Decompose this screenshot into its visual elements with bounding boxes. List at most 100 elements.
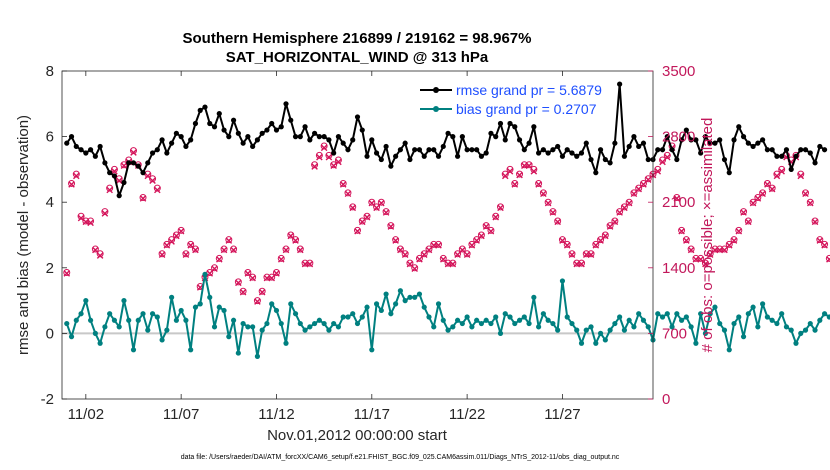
obs-assimilated-point — [235, 279, 242, 287]
rmse-point — [683, 127, 689, 133]
rmse-point — [169, 140, 175, 146]
bias-point — [97, 340, 103, 346]
bias-point — [397, 288, 403, 294]
bias-point — [121, 298, 127, 304]
bias-point — [550, 320, 556, 327]
obs-assimilated-point — [220, 246, 228, 254]
obs-possible-point — [234, 278, 242, 286]
bias-point — [645, 324, 651, 330]
rmse-point — [640, 140, 647, 146]
obs-possible-point — [620, 203, 628, 211]
obs-assimilated-point — [273, 270, 280, 277]
obs-assimilated-point — [540, 190, 547, 198]
rmse-point — [126, 160, 132, 166]
bias-point — [497, 330, 504, 336]
obs-assimilated-point — [101, 210, 109, 217]
obs-assimilated-point — [640, 181, 647, 188]
bias-point — [283, 340, 289, 346]
obs-possible-point — [754, 194, 762, 202]
bias-point — [178, 307, 184, 314]
rmse-point — [412, 147, 418, 153]
bias-point — [207, 294, 213, 300]
obs-assimilated-point — [378, 199, 385, 207]
y-tick-label: 4 — [46, 194, 54, 211]
obs-assimilated-point — [358, 218, 366, 226]
rmse-point — [602, 156, 608, 163]
obs-possible-point — [77, 212, 85, 220]
rmse-point — [569, 150, 575, 156]
rmse-point — [383, 143, 389, 150]
rmse-point — [87, 147, 94, 153]
obs-possible-point — [725, 240, 733, 248]
obs-assimilated-point — [320, 144, 328, 152]
obs-assimilated-point — [192, 246, 199, 254]
bias-point — [183, 317, 189, 323]
obs-possible-point — [153, 184, 161, 192]
bias-point — [135, 317, 141, 323]
obs-assimilated-point — [816, 237, 824, 244]
bias-point — [393, 301, 399, 307]
obs-assimilated-point — [425, 246, 433, 254]
rmse-point — [812, 160, 818, 166]
bias-point — [683, 314, 689, 320]
rmse-point — [288, 117, 294, 123]
obs-possible-point — [454, 250, 462, 258]
obs-assimilated-point — [92, 246, 99, 254]
obs-assimilated-point — [301, 260, 309, 268]
bias-point — [435, 301, 442, 307]
x-tick-label: 11/22 — [449, 406, 485, 423]
bias-point — [502, 311, 508, 317]
obs-possible-point — [821, 240, 829, 248]
obs-assimilated-point — [68, 181, 75, 188]
obs-possible-point — [625, 198, 633, 206]
y-tick-label: -2 — [41, 391, 54, 408]
rmse-point — [740, 134, 747, 140]
plot-area — [61, 70, 830, 400]
rmse-point — [636, 143, 642, 150]
bias-point — [145, 327, 151, 333]
obs-assimilated-point — [225, 237, 233, 244]
rmse-point — [702, 134, 709, 140]
obs-assimilated-point — [239, 288, 247, 296]
obs-assimilated-point — [173, 232, 180, 240]
bias-point — [364, 304, 370, 310]
y-right-tick-label: 1400 — [662, 260, 695, 277]
rmse-point — [245, 134, 251, 140]
bias-point — [707, 311, 713, 317]
rmse-point — [521, 147, 527, 153]
bias-point — [73, 317, 79, 323]
x-tick-label: 11/17 — [354, 406, 390, 423]
rmse-point — [140, 170, 146, 176]
obs-possible-point — [802, 189, 810, 197]
obs-assimilated-point — [311, 163, 318, 170]
bias-point — [169, 294, 175, 300]
bias-point — [760, 301, 766, 307]
bias-point — [779, 311, 785, 317]
obs-possible-point — [415, 254, 423, 262]
obs-assimilated-point — [249, 274, 256, 282]
bias-point — [802, 327, 809, 333]
obs-possible-point — [568, 250, 576, 258]
bias-point — [107, 311, 113, 317]
obs-possible-point — [673, 194, 681, 202]
obs-assimilated-point — [306, 260, 314, 268]
bias-point — [702, 330, 709, 336]
obs-possible-point — [701, 259, 709, 267]
rmse-line — [65, 83, 826, 197]
obs-possible-point — [106, 184, 114, 192]
rmse-point — [760, 137, 766, 143]
bias-point — [159, 337, 165, 343]
rmse-point — [102, 160, 108, 166]
obs-assimilated-point — [764, 181, 771, 188]
y-tick-label: 8 — [46, 63, 54, 80]
rmse-point — [507, 120, 513, 127]
rmse-point — [631, 134, 637, 140]
obs-assimilated-point — [563, 242, 571, 249]
bias-point — [536, 324, 542, 330]
rmse-point — [416, 147, 423, 153]
obs-possible-point — [730, 236, 738, 244]
bias-point — [78, 311, 84, 317]
obs-assimilated-point — [230, 246, 237, 254]
obs-assimilated-point — [516, 171, 523, 179]
obs-possible-point — [768, 184, 776, 192]
